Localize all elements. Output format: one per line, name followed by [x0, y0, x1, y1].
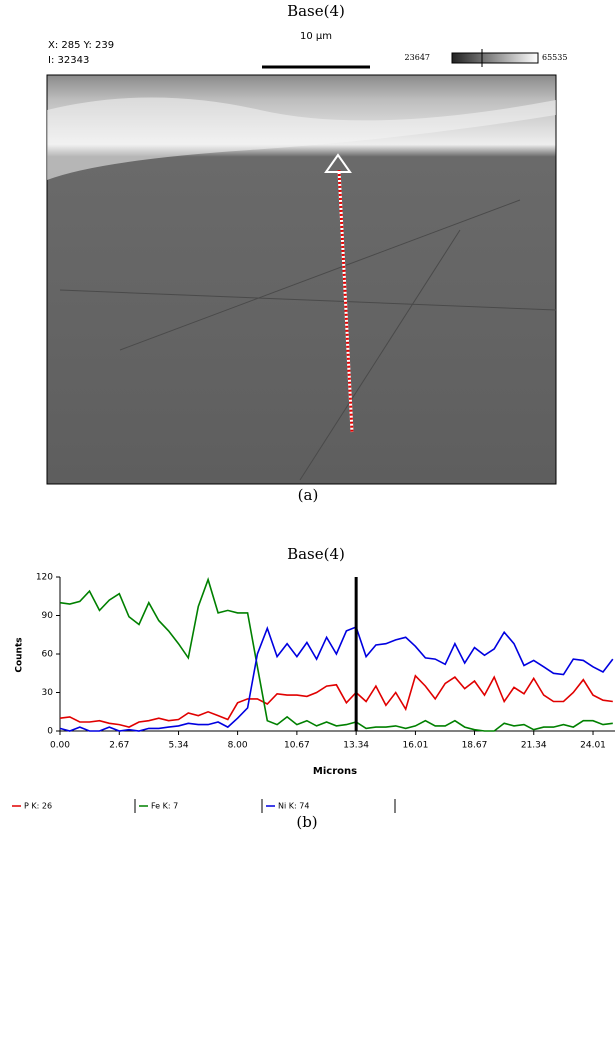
x-tick-label: 16.01	[403, 741, 429, 751]
chart-title: Base(4)	[287, 545, 345, 563]
x-tick-label: 21.34	[521, 741, 547, 751]
x-tick-label: 10.67	[284, 741, 310, 751]
x-tick-label: 24.01	[580, 741, 606, 751]
y-tick-label: 120	[36, 573, 53, 583]
x-tick-label: 5.34	[169, 741, 189, 751]
plot: 0 30 60 90 120 0.00 2.67 5.34 8.00 10.67 13.34 16.0…	[36, 573, 615, 751]
x-tick-label: 0.00	[50, 741, 70, 751]
legend: P K: 26 Fe K: 7 Ni K: 74	[12, 799, 396, 813]
sem-scratches	[59, 199, 557, 481]
caption-b: (b)	[296, 813, 317, 831]
scale-label: 10 µm	[300, 31, 332, 42]
range-max: 65535	[542, 53, 567, 62]
scan-start	[324, 153, 352, 173]
grayscale-bar	[451, 52, 539, 64]
series-line	[59, 674, 613, 728]
image-title: Base(4)	[287, 2, 345, 20]
sem-surface	[47, 97, 556, 180]
series-line	[59, 577, 613, 732]
coords: X: 285 Y: 239	[48, 40, 114, 51]
y-axis-label: Counts	[15, 637, 25, 672]
y-tick-label: 60	[42, 650, 54, 660]
legend-label: P K: 26	[24, 802, 52, 811]
x-tick-label: 2.67	[109, 741, 129, 751]
range-min: 23647	[405, 53, 430, 62]
y-tick-label: 30	[42, 688, 54, 698]
scan-line	[337, 169, 354, 433]
caption-a: (a)	[298, 486, 319, 504]
series-line	[59, 625, 614, 732]
legend-label: Ni K: 74	[278, 802, 309, 811]
intensity: I: 32343	[48, 55, 89, 66]
x-tick-label: 18.67	[462, 741, 488, 751]
y-tick-label: 90	[42, 611, 54, 621]
x-tick-label: 13.34	[343, 741, 369, 751]
x-axis-label: Microns	[313, 766, 357, 777]
x-tick-label: 8.00	[228, 741, 248, 751]
y-tick-label: 0	[47, 727, 53, 737]
legend-label: Fe K: 7	[151, 802, 178, 811]
